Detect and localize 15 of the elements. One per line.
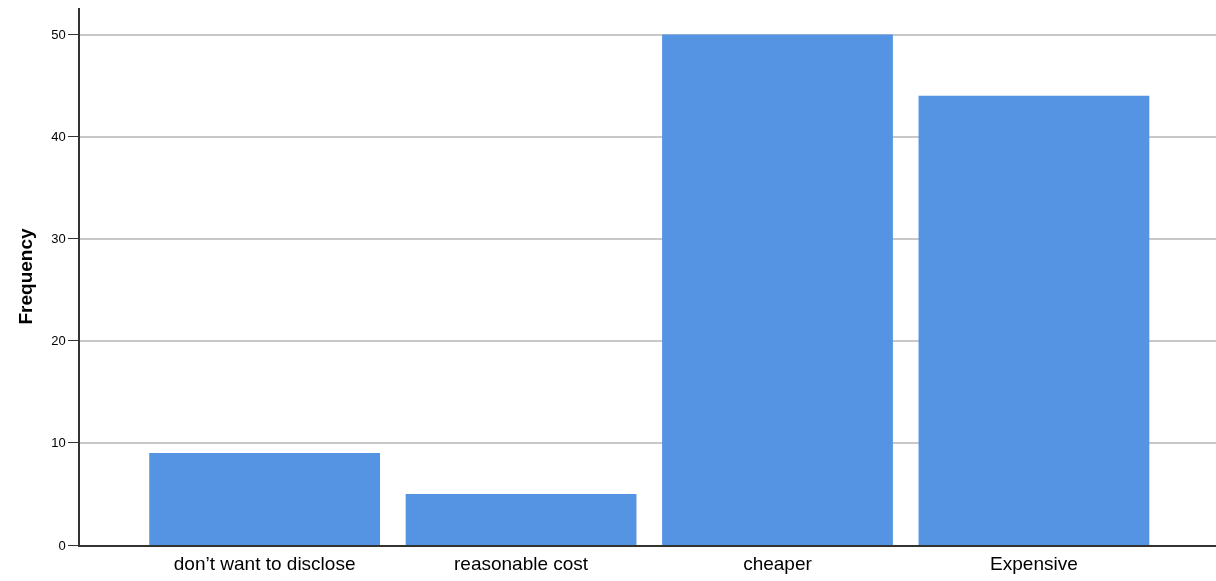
bar: [662, 34, 893, 545]
x-tick-label: reasonable cost: [453, 552, 589, 574]
y-tick-label: 0: [58, 537, 66, 553]
y-tick-label: 50: [51, 27, 66, 43]
x-tick-label: Expensive: [990, 552, 1078, 574]
x-tick-label: cheaper: [743, 552, 813, 574]
bar: [149, 453, 381, 545]
bar: [405, 493, 637, 545]
y-tick-label: 30: [51, 231, 66, 247]
y-tick-label: 10: [51, 435, 66, 451]
x-tick-label: don’t want to disclose: [173, 552, 356, 574]
y-tick-label: 20: [51, 333, 66, 349]
y-tick-label: 40: [51, 129, 66, 145]
bar: [918, 95, 1150, 545]
y-axis-title: Frequency: [14, 228, 36, 325]
